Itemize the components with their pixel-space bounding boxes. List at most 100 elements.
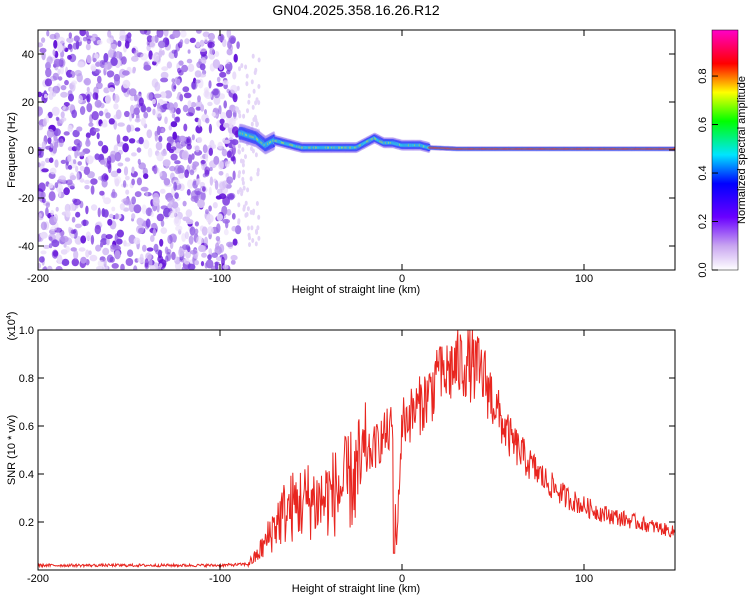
noise-blob	[48, 183, 54, 189]
noise-blob	[200, 261, 205, 267]
noise-blob	[226, 30, 232, 39]
noise-blob	[86, 95, 90, 102]
noise-blob	[173, 181, 178, 191]
noise-blob	[80, 256, 87, 264]
noise-blob	[84, 185, 90, 190]
noise-blob	[199, 39, 205, 47]
noise-blob	[238, 113, 242, 119]
noise-blob	[146, 129, 153, 139]
noise-blob	[175, 225, 183, 232]
noise-blob	[67, 124, 73, 133]
noise-blob	[94, 153, 100, 160]
noise-blob	[85, 139, 91, 147]
noise-blob	[131, 152, 137, 157]
noise-blob	[77, 161, 82, 166]
noise-blob	[178, 70, 184, 76]
noise-blob	[230, 259, 236, 265]
noise-blob	[38, 162, 41, 168]
noise-blob	[208, 80, 212, 89]
noise-blob	[99, 190, 105, 196]
noise-blob	[153, 164, 158, 175]
noise-blob	[114, 213, 119, 220]
noise-blob	[75, 211, 81, 218]
noise-blob	[109, 43, 117, 50]
noise-blob	[212, 144, 217, 149]
noise-blob	[222, 38, 227, 48]
colorbar-tick-label: 0.8	[697, 68, 709, 83]
noise-blob	[162, 159, 171, 167]
noise-blob	[94, 69, 102, 74]
noise-blob	[152, 196, 160, 207]
noise-blob	[191, 134, 195, 141]
noise-blob	[74, 69, 82, 77]
noise-blob	[208, 248, 212, 254]
noise-blob	[197, 118, 202, 128]
noise-blob	[237, 149, 241, 154]
noise-blob	[212, 202, 218, 209]
noise-blob	[236, 85, 240, 91]
noise-blob	[111, 263, 119, 269]
noise-blob	[160, 91, 167, 99]
noise-blob	[46, 56, 53, 65]
noise-blob	[152, 108, 156, 116]
noise-blob	[154, 81, 161, 92]
x-tick-label: 0	[399, 273, 405, 285]
noise-blob	[182, 104, 189, 113]
noise-blob	[222, 139, 231, 144]
noise-blob	[175, 107, 181, 115]
noise-blob	[170, 146, 177, 151]
noise-blob	[232, 238, 238, 246]
noise-blob	[65, 210, 71, 218]
noise-blob	[55, 116, 60, 121]
noise-blob	[194, 188, 202, 196]
noise-blob	[114, 250, 121, 260]
noise-blob	[40, 221, 48, 231]
noise-blob	[178, 135, 187, 142]
noise-blob	[217, 33, 225, 42]
noise-blob	[51, 106, 60, 117]
noise-blob	[252, 88, 256, 94]
noise-blob	[189, 169, 195, 176]
noise-blob	[38, 142, 41, 148]
noise-blob	[202, 173, 207, 178]
noise-blob	[146, 106, 152, 113]
noise-blob	[201, 252, 207, 258]
noise-blob	[250, 79, 254, 85]
noise-blob	[208, 147, 213, 156]
noise-blob	[160, 77, 169, 83]
noise-blob	[187, 63, 195, 72]
noise-blob	[187, 154, 193, 165]
noise-blob	[183, 258, 190, 265]
noise-blob	[228, 123, 233, 128]
noise-blob	[116, 168, 122, 174]
noise-blob	[168, 200, 173, 206]
noise-blob	[115, 51, 121, 59]
noise-blob	[145, 218, 151, 228]
noise-blob	[237, 143, 241, 149]
noise-blob	[60, 159, 67, 164]
noise-blob	[75, 40, 80, 50]
noise-blob	[167, 234, 173, 244]
noise-blob	[51, 239, 60, 248]
noise-blob	[161, 66, 169, 71]
noise-blob	[190, 81, 198, 90]
noise-blob	[110, 150, 116, 157]
noise-blob	[54, 182, 59, 189]
noise-blob	[74, 223, 82, 229]
noise-blob	[158, 135, 163, 142]
noise-blob	[113, 73, 121, 82]
noise-blob	[184, 169, 190, 179]
noise-blob	[67, 182, 75, 188]
noise-blob	[119, 203, 125, 211]
noise-blob	[174, 116, 180, 123]
noise-blob	[251, 104, 255, 110]
noise-blob	[131, 196, 137, 205]
noise-blob	[123, 166, 129, 176]
noise-blob	[154, 35, 159, 43]
noise-blob	[255, 201, 259, 206]
noise-blob	[199, 47, 207, 53]
noise-blob	[244, 154, 247, 160]
noise-blob	[53, 39, 58, 49]
noise-blob	[38, 124, 44, 131]
